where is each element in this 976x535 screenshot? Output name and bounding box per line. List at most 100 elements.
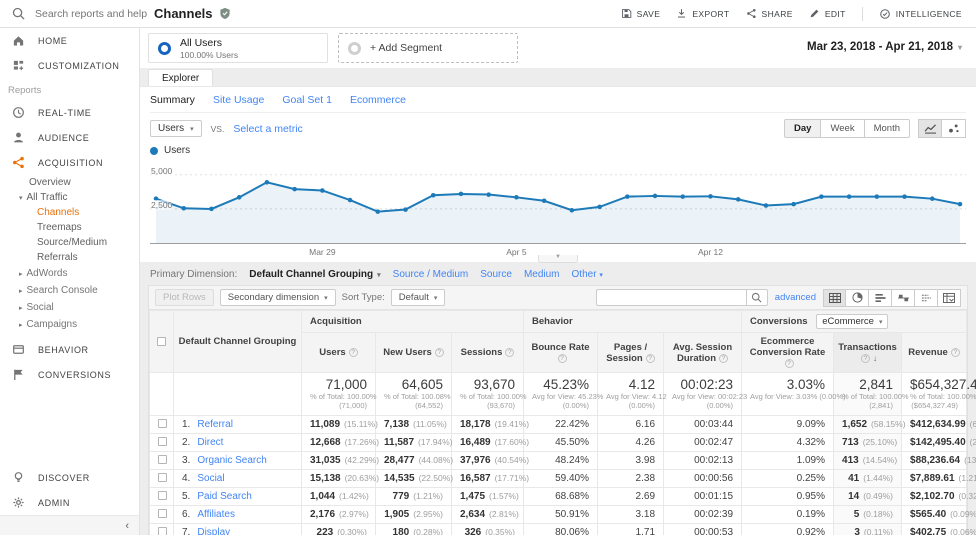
data-point[interactable]: [597, 204, 602, 210]
data-point[interactable]: [625, 194, 630, 199]
sidebar-item-discover[interactable]: DISCOVER: [0, 465, 139, 490]
sidebar-item-behavior[interactable]: BEHAVIOR: [0, 337, 139, 362]
data-view-button[interactable]: [823, 288, 846, 307]
column-header-revenue[interactable]: Revenue?: [901, 332, 967, 373]
table-search-button[interactable]: [745, 289, 768, 306]
export-button[interactable]: EXPORT: [676, 8, 729, 19]
data-point[interactable]: [791, 201, 796, 207]
metric-select[interactable]: Users ▾: [150, 120, 202, 137]
data-point[interactable]: [541, 198, 547, 203]
share-button[interactable]: SHARE: [746, 8, 793, 19]
sidebar-item-customization[interactable]: CUSTOMIZATION: [0, 53, 139, 78]
date-range-picker[interactable]: Mar 23, 2018 - Apr 21, 2018 ▾: [807, 41, 962, 53]
data-point[interactable]: [375, 209, 381, 214]
subtab-goal-set-1[interactable]: Goal Set 1: [282, 94, 332, 106]
data-point[interactable]: [874, 194, 880, 199]
sidebar-item-overview[interactable]: Overview: [29, 177, 71, 188]
data-point[interactable]: [209, 206, 214, 212]
column-header-users[interactable]: Users?: [301, 332, 376, 373]
data-point[interactable]: [153, 196, 159, 201]
data-point[interactable]: [708, 194, 713, 199]
data-point[interactable]: [680, 194, 686, 199]
channel-link[interactable]: Paid Search: [197, 491, 252, 502]
add-segment-button[interactable]: + Add Segment: [338, 33, 518, 63]
edit-button[interactable]: EDIT: [809, 8, 846, 19]
line-chart-type-button[interactable]: [918, 119, 942, 138]
table-search-input[interactable]: [595, 289, 746, 306]
column-header-bounce-rate[interactable]: Bounce Rate?: [523, 332, 599, 373]
sort-type-button[interactable]: Default ▾: [390, 289, 446, 306]
channel-link[interactable]: Referral: [197, 419, 233, 430]
secondary-dimension-button[interactable]: Secondary dimension ▾: [219, 289, 336, 306]
data-point[interactable]: [514, 195, 519, 200]
sidebar-item-admin[interactable]: ADMIN: [0, 490, 139, 515]
channel-link[interactable]: Direct: [197, 437, 224, 448]
subtab-ecommerce[interactable]: Ecommerce: [349, 94, 406, 106]
chart-collapse-handle[interactable]: ▼: [538, 254, 578, 263]
advanced-search-link[interactable]: advanced: [774, 292, 816, 303]
sidebar-collapse-button[interactable]: ‹: [0, 515, 139, 535]
row-checkbox[interactable]: [158, 436, 167, 446]
data-point[interactable]: [430, 193, 436, 198]
dimension-column-header[interactable]: Default Channel Grouping: [173, 310, 302, 373]
subtab-site-usage[interactable]: Site Usage: [212, 94, 265, 106]
sidebar-item-channels[interactable]: Channels: [37, 207, 80, 218]
row-checkbox[interactable]: [158, 472, 167, 482]
data-point[interactable]: [236, 195, 242, 200]
row-checkbox[interactable]: [158, 490, 167, 500]
data-point[interactable]: [347, 197, 353, 203]
column-header-transactions[interactable]: Transactions? ↓: [833, 332, 903, 373]
data-point[interactable]: [652, 193, 658, 199]
chart-plot-area[interactable]: [150, 168, 966, 244]
data-point[interactable]: [264, 180, 270, 185]
sidebar-item-social[interactable]: ▸ Social: [19, 302, 54, 313]
granularity-month[interactable]: Month: [864, 119, 910, 138]
motion-chart-type-button[interactable]: [942, 119, 966, 138]
percentage-view-button[interactable]: [846, 288, 869, 307]
data-point[interactable]: [846, 194, 852, 199]
comparison-view-button[interactable]: [892, 288, 915, 307]
data-point[interactable]: [292, 186, 297, 192]
dimension-source-medium-link[interactable]: Source / Medium: [392, 269, 469, 280]
dimension-source-link[interactable]: Source: [480, 269, 512, 280]
sidebar-item-home[interactable]: HOME: [0, 28, 139, 53]
dimension-other-dropdown[interactable]: Other ▾: [571, 269, 603, 280]
row-checkbox[interactable]: [158, 508, 167, 518]
column-header-ecommerce-conversion-rate[interactable]: Ecommerce Conversion Rate?: [741, 332, 835, 373]
row-checkbox[interactable]: [158, 526, 167, 535]
global-search[interactable]: Search reports and help: [0, 7, 147, 20]
sidebar-item-search-console[interactable]: ▸ Search Console: [19, 285, 98, 296]
sidebar-item-referrals[interactable]: Referrals: [37, 252, 78, 263]
dimension-medium-link[interactable]: Medium: [523, 269, 560, 280]
column-header-avg-session-duration[interactable]: Avg. Session Duration?: [663, 332, 743, 373]
sidebar-item-conversions[interactable]: CONVERSIONS: [0, 362, 139, 387]
data-point[interactable]: [763, 203, 769, 208]
channel-link[interactable]: Organic Search: [197, 455, 267, 466]
sidebar-item-treemaps[interactable]: Treemaps: [37, 222, 82, 233]
data-point[interactable]: [403, 207, 408, 212]
sidebar-item-acquisition[interactable]: ACQUISITION: [0, 150, 139, 175]
granularity-day[interactable]: Day: [784, 119, 822, 138]
select-all-checkbox[interactable]: [157, 336, 166, 346]
sidebar-item-realtime[interactable]: REAL-TIME: [0, 100, 139, 125]
data-point[interactable]: [320, 188, 325, 193]
channel-link[interactable]: Display: [197, 527, 231, 535]
select-metric-link[interactable]: Select a metric: [233, 122, 303, 135]
subtab-summary[interactable]: Summary: [150, 94, 195, 106]
data-point[interactable]: [902, 194, 907, 199]
row-checkbox[interactable]: [158, 454, 167, 464]
pivot-view-button[interactable]: [938, 288, 961, 307]
column-header-pages-session[interactable]: Pages / Session?: [597, 332, 665, 373]
data-point[interactable]: [569, 208, 575, 213]
term-cloud-view-button[interactable]: [915, 288, 938, 307]
data-point[interactable]: [181, 205, 187, 211]
sidebar-item-adwords[interactable]: ▸ AdWords: [19, 268, 68, 279]
channel-link[interactable]: Social: [197, 473, 225, 484]
segment-all-users[interactable]: All Users 100.00% Users: [148, 33, 328, 63]
row-checkbox[interactable]: [158, 418, 167, 428]
column-header-sessions[interactable]: Sessions?: [450, 332, 525, 373]
tab-explorer[interactable]: Explorer: [148, 69, 214, 86]
data-point[interactable]: [486, 192, 491, 197]
primary-dimension-selected[interactable]: Default Channel Grouping ▾: [249, 269, 381, 280]
sidebar-item-audience[interactable]: AUDIENCE: [0, 125, 139, 150]
